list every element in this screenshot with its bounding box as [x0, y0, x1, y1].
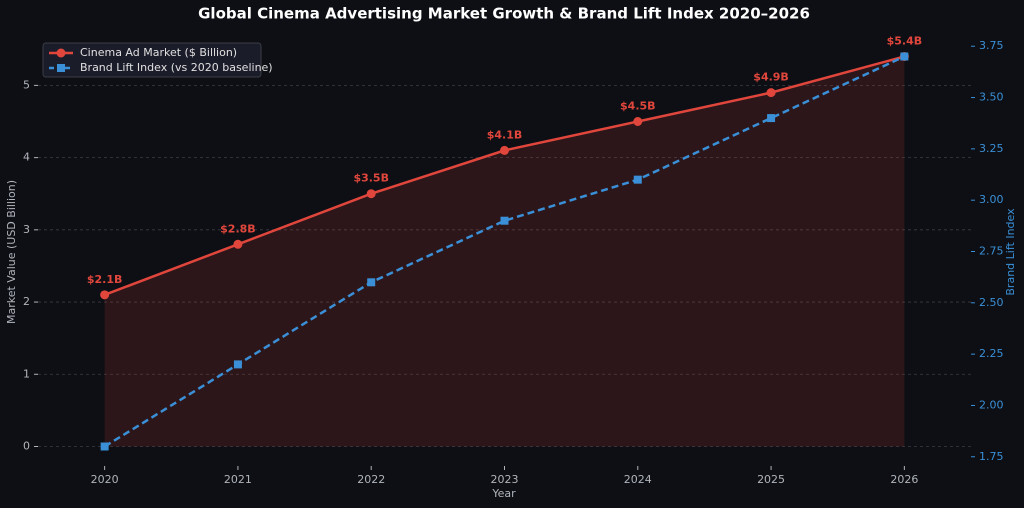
- marker: [366, 189, 376, 199]
- x-tick-label: 2023: [491, 473, 519, 486]
- legend-label: Brand Lift Index (vs 2020 baseline): [80, 61, 273, 74]
- y-axis-label: Market Value (USD Billion): [5, 180, 18, 324]
- marker: [900, 52, 909, 61]
- y2-tick-label: 3.75: [979, 39, 1004, 52]
- chart-title: Global Cinema Advertising Market Growth …: [198, 5, 810, 23]
- y2-tick-label: 2.50: [979, 296, 1004, 309]
- y2-tick-label: 2.75: [979, 245, 1004, 258]
- y2-tick-label: 2.25: [979, 347, 1004, 360]
- x-tick-label: 2026: [890, 473, 918, 486]
- marker: [233, 239, 243, 249]
- marker: [766, 88, 776, 98]
- x-tick-label: 2024: [624, 473, 652, 486]
- y2-tick-label: 2.00: [979, 398, 1004, 411]
- legend-marker: [57, 64, 65, 72]
- x-tick-label: 2020: [91, 473, 119, 486]
- marker: [500, 216, 509, 225]
- x-tick-label: 2025: [757, 473, 785, 486]
- x-tick-label: 2022: [357, 473, 385, 486]
- y2-tick-label: 1.75: [979, 450, 1004, 463]
- marker: [633, 117, 643, 126]
- y2-tick-label: 3.00: [979, 193, 1004, 206]
- data-label: $3.5B: [353, 172, 389, 185]
- y-tick-label: 2: [23, 295, 30, 308]
- y2-tick-label: 3.50: [979, 91, 1004, 104]
- legend-box: [42, 42, 262, 78]
- marker: [233, 360, 242, 369]
- x-tick-label: 2021: [224, 473, 252, 486]
- data-label: $4.9B: [753, 71, 789, 84]
- marker: [633, 175, 642, 184]
- y-tick-label: 5: [23, 78, 30, 91]
- y2-tick-label: 3.25: [979, 142, 1004, 155]
- legend-marker: [56, 48, 66, 58]
- marker: [100, 290, 110, 300]
- y2-axis-label: Brand Lift Index: [1004, 208, 1017, 296]
- data-label: $4.5B: [620, 100, 656, 113]
- area-fill: [104, 56, 905, 447]
- y-tick-label: 4: [23, 151, 30, 164]
- data-label: $4.1B: [487, 128, 523, 141]
- y-tick-label: 3: [23, 223, 30, 236]
- legend-label: Cinema Ad Market ($ Billion): [80, 46, 237, 59]
- x-axis-label: Year: [491, 487, 516, 500]
- data-label: $2.8B: [220, 222, 256, 235]
- marker: [367, 278, 376, 287]
- data-label: $5.4B: [887, 35, 923, 48]
- y-tick-label: 0: [23, 440, 30, 453]
- data-label: $2.1B: [87, 273, 123, 286]
- marker: [767, 114, 776, 123]
- marker: [100, 442, 109, 451]
- y-tick-label: 1: [23, 367, 30, 380]
- marker: [500, 145, 509, 155]
